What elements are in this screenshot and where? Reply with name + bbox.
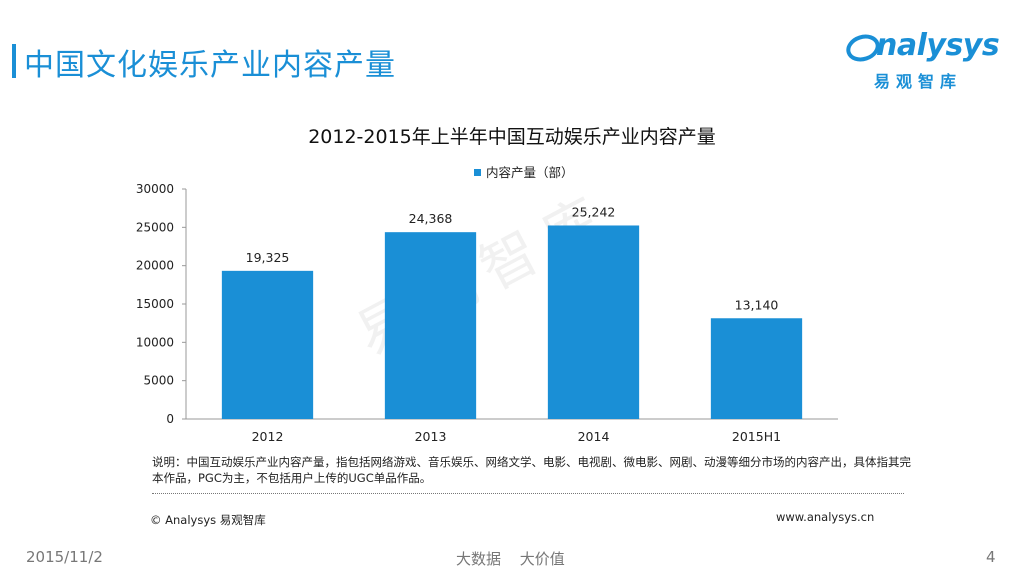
legend-label: 内容产量（部） (486, 165, 574, 180)
chart-note: 说明：中国互动娱乐产业内容产量，指包括网络游戏、音乐娱乐、网络文学、电影、电视剧… (152, 455, 911, 485)
page-title: 中国文化娱乐产业内容产量 (24, 48, 396, 83)
page-number: 4 (986, 548, 996, 566)
analysys-logo: nalysys 易观智库 (846, 28, 1000, 92)
bar (221, 270, 314, 419)
logo-subtitle: 易观智库 (874, 72, 963, 91)
dotted-divider (152, 493, 904, 494)
data-label: 13,140 (735, 297, 779, 312)
chart-title: 2012-2015年上半年中国互动娱乐产业内容产量 (308, 126, 716, 148)
bar (710, 318, 803, 419)
logo-wordmark: nalysys (876, 28, 1000, 63)
data-label: 19,325 (246, 250, 290, 265)
legend-swatch (474, 169, 481, 176)
x-tick-label: 2012 (252, 429, 284, 444)
y-tick-label: 30000 (136, 182, 174, 196)
copyright: © Analysys 易观智库 (150, 513, 266, 527)
website-link[interactable]: www.analysys.cn (776, 510, 875, 524)
y-tick-label: 5000 (143, 374, 174, 388)
bar (384, 232, 477, 419)
y-tick-label: 20000 (136, 259, 174, 273)
data-label: 24,368 (409, 211, 453, 226)
footer-slogan: 大数据 大价值 (456, 550, 565, 568)
y-tick-label: 0 (166, 412, 174, 426)
x-tick-label: 2015H1 (732, 429, 781, 444)
data-label: 25,242 (572, 204, 616, 219)
footer-date: 2015/11/2 (26, 548, 103, 566)
bar (547, 225, 640, 419)
x-tick-label: 2013 (415, 429, 447, 444)
y-tick-label: 15000 (136, 297, 174, 311)
x-tick-label: 2014 (578, 429, 610, 444)
y-tick-label: 25000 (136, 220, 174, 234)
logo-swoosh-icon (846, 34, 880, 62)
title-accent-bar (12, 44, 16, 78)
y-tick-label: 10000 (136, 335, 174, 349)
